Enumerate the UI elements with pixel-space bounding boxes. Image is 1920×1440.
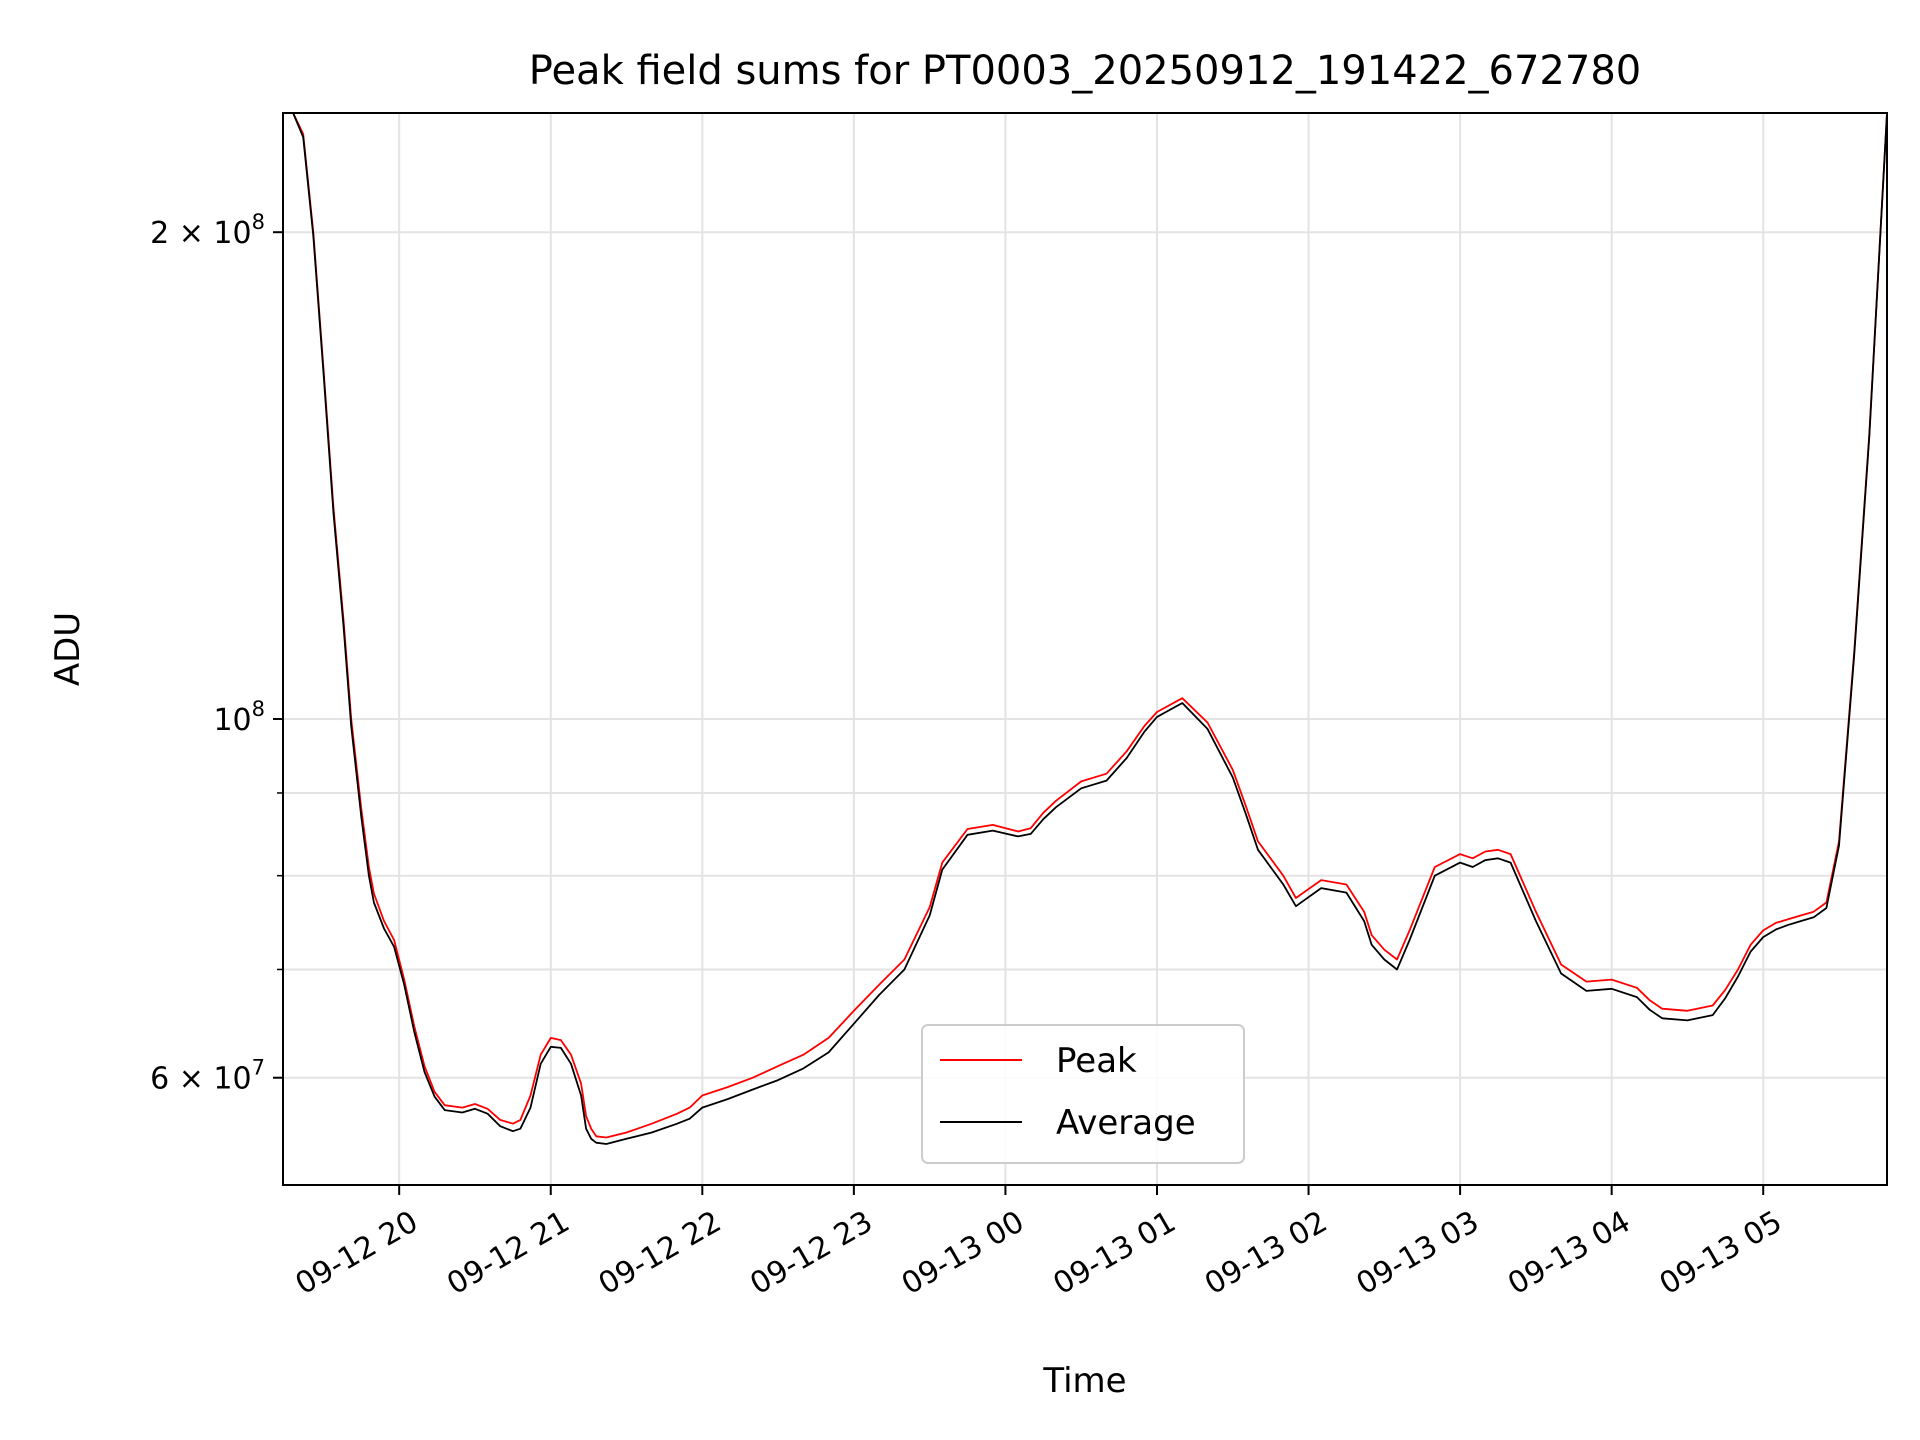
x-axis-label: Time bbox=[1042, 1361, 1126, 1401]
y-tick-label: 6 × 107 bbox=[150, 1056, 265, 1097]
legend-label-average: Average bbox=[1056, 1103, 1196, 1143]
legend-label-peak: Peak bbox=[1056, 1041, 1137, 1081]
y-axis-label: ADU bbox=[48, 612, 88, 686]
series-line-average bbox=[283, 113, 1887, 1145]
y-tick-label-base: 10 bbox=[213, 703, 251, 738]
series-line-peak bbox=[283, 113, 1887, 1139]
y-tick-label-base: 2 × 10 bbox=[150, 216, 251, 251]
y-tick-label-exponent: 7 bbox=[252, 1056, 265, 1080]
legend: Peak Average bbox=[921, 1024, 1245, 1164]
y-tick-label: 108 bbox=[213, 697, 265, 738]
grid-lines bbox=[283, 113, 1887, 1185]
y-tick-label-exponent: 8 bbox=[252, 697, 265, 721]
series-layer bbox=[283, 113, 1887, 1145]
chart-title: Peak field sums for PT0003_20250912_1914… bbox=[529, 48, 1641, 94]
y-tick-label-base: 6 × 10 bbox=[150, 1062, 251, 1097]
plot-frame bbox=[282, 112, 1888, 1186]
y-tick-label: 2 × 108 bbox=[150, 210, 265, 251]
y-tick-label-exponent: 8 bbox=[252, 210, 265, 234]
